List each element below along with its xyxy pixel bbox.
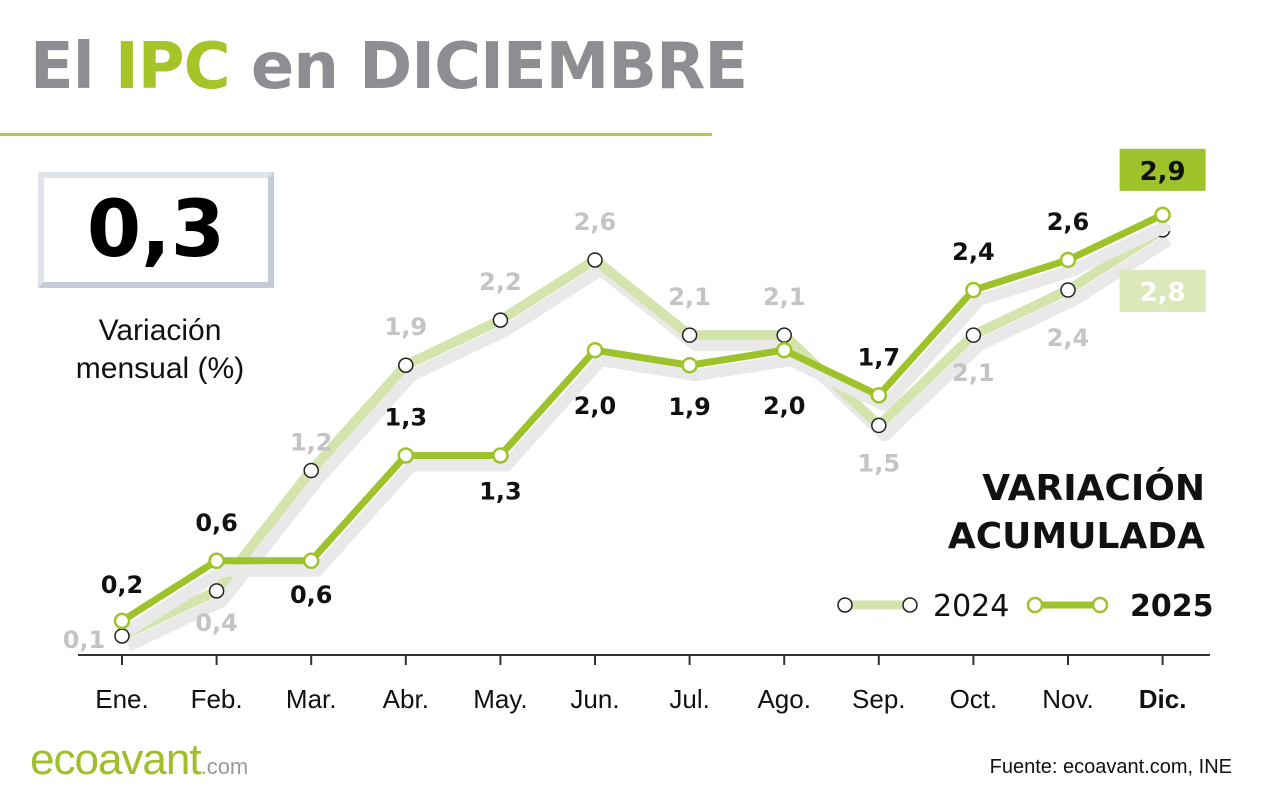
data-point-2024	[965, 327, 982, 343]
page-title: El IPC en DICIEMBRE	[30, 30, 748, 104]
monthly-label-line1: Variación	[98, 314, 222, 347]
monthly-label: Variación mensual (%)	[40, 312, 280, 388]
data-label-2025: 0,6	[290, 581, 333, 609]
data-label-2024: 2,4	[1047, 324, 1090, 352]
logo-suffix: .com	[200, 754, 249, 779]
x-tick-label: Ago.	[757, 684, 811, 714]
x-tick-label: Dic.	[1139, 684, 1187, 714]
legend-marker	[1026, 596, 1044, 614]
data-label-2024: 1,9	[385, 313, 428, 341]
x-tick-label: Mar.	[286, 684, 337, 714]
data-point-2025	[1154, 206, 1171, 224]
data-label-box-2025: 2,9	[1119, 148, 1206, 191]
data-label-2024: 2,1	[763, 283, 806, 311]
data-point-2025	[965, 281, 982, 299]
data-point-2025	[113, 612, 131, 630]
x-tick-label: Feb.	[191, 684, 243, 714]
x-tick-label: Oct.	[950, 684, 998, 714]
title-divider	[0, 133, 712, 136]
data-point-2024	[587, 252, 603, 268]
data-label-2025: 1,3	[479, 477, 522, 505]
source-note: Fuente: ecoavant.com, INE	[989, 756, 1232, 778]
data-label-2025: 1,7	[858, 343, 901, 371]
monthly-label-line2: mensual (%)	[75, 352, 245, 385]
data-label-2024: 2,1	[952, 359, 995, 387]
data-point-2024	[208, 583, 225, 599]
data-label-2024: 2,2	[479, 268, 522, 296]
x-tick-label: Jul.	[669, 684, 709, 714]
data-point-2024	[114, 628, 130, 644]
data-point-2025	[208, 552, 225, 570]
x-tick-label: Jun.	[570, 684, 619, 714]
data-label-2025: 2,9	[1140, 157, 1186, 187]
data-label-2024: 0,1	[63, 626, 106, 654]
series-line-2024	[119, 225, 1166, 641]
data-point-2025	[681, 356, 698, 374]
x-tick-label: May.	[473, 684, 527, 714]
x-tick-label: Ene.	[95, 684, 149, 714]
series-line-2025	[120, 211, 1165, 624]
data-label-box-2024: 2,8	[1119, 269, 1206, 312]
data-label-2025: 1,3	[385, 403, 428, 431]
data-label-2024: 1,5	[858, 449, 901, 477]
x-tick-label: Sep.	[852, 684, 906, 714]
data-label-2024: 0,4	[195, 609, 238, 637]
title-text: El	[30, 30, 115, 104]
data-label-2025: 0,6	[195, 509, 238, 537]
data-point-2024	[398, 357, 414, 373]
data-point-2025	[775, 341, 793, 359]
data-label-2025: 0,2	[101, 571, 144, 599]
x-tick-label: Nov.	[1042, 684, 1094, 714]
data-label-2024: 1,2	[290, 429, 333, 457]
data-point-2024	[492, 312, 509, 328]
label-box	[1119, 269, 1206, 312]
data-point-2025	[1059, 251, 1077, 269]
monthly-value: 0,3	[86, 185, 226, 275]
data-point-2024	[681, 327, 698, 343]
series-shadow	[124, 219, 1172, 636]
data-point-2025	[870, 387, 888, 404]
monthly-value-box: 0,3	[38, 172, 274, 288]
data-label-2025: 2,0	[763, 392, 806, 420]
ecoavant-logo: ecoavant.com	[30, 735, 248, 785]
data-label-2024: 2,6	[574, 208, 617, 236]
title-highlight: IPC	[114, 30, 231, 104]
data-point-2025	[492, 447, 509, 464]
data-label-2025: 2,4	[952, 238, 995, 266]
data-point-2024	[1060, 282, 1076, 298]
data-point-2024	[871, 417, 887, 434]
data-point-2024	[776, 327, 792, 343]
title-text-end: en DICIEMBRE	[229, 30, 748, 104]
logo-text: ecoavant	[30, 735, 202, 784]
data-point-2025	[586, 341, 604, 359]
data-label-2025: 1,9	[668, 393, 711, 421]
legend-label-2025: 2025	[1130, 589, 1214, 624]
legend-marker	[837, 597, 853, 613]
legend-label-2024: 2024	[933, 589, 1009, 624]
label-box	[1119, 148, 1206, 191]
data-label-2024: 2,8	[1140, 278, 1186, 308]
legend-marker	[902, 597, 918, 613]
data-point-2024	[303, 462, 319, 479]
legend-marker	[1091, 596, 1109, 614]
data-label-2025: 2,6	[1047, 208, 1090, 236]
data-point-2025	[397, 447, 415, 464]
data-label-2024: 2,1	[668, 283, 711, 311]
data-label-2025: 2,0	[574, 392, 617, 420]
x-tick-label: Abr.	[383, 684, 429, 714]
data-point-2025	[302, 552, 320, 570]
chart-title: VARIACIÓN ACUMULADA	[947, 468, 1205, 557]
